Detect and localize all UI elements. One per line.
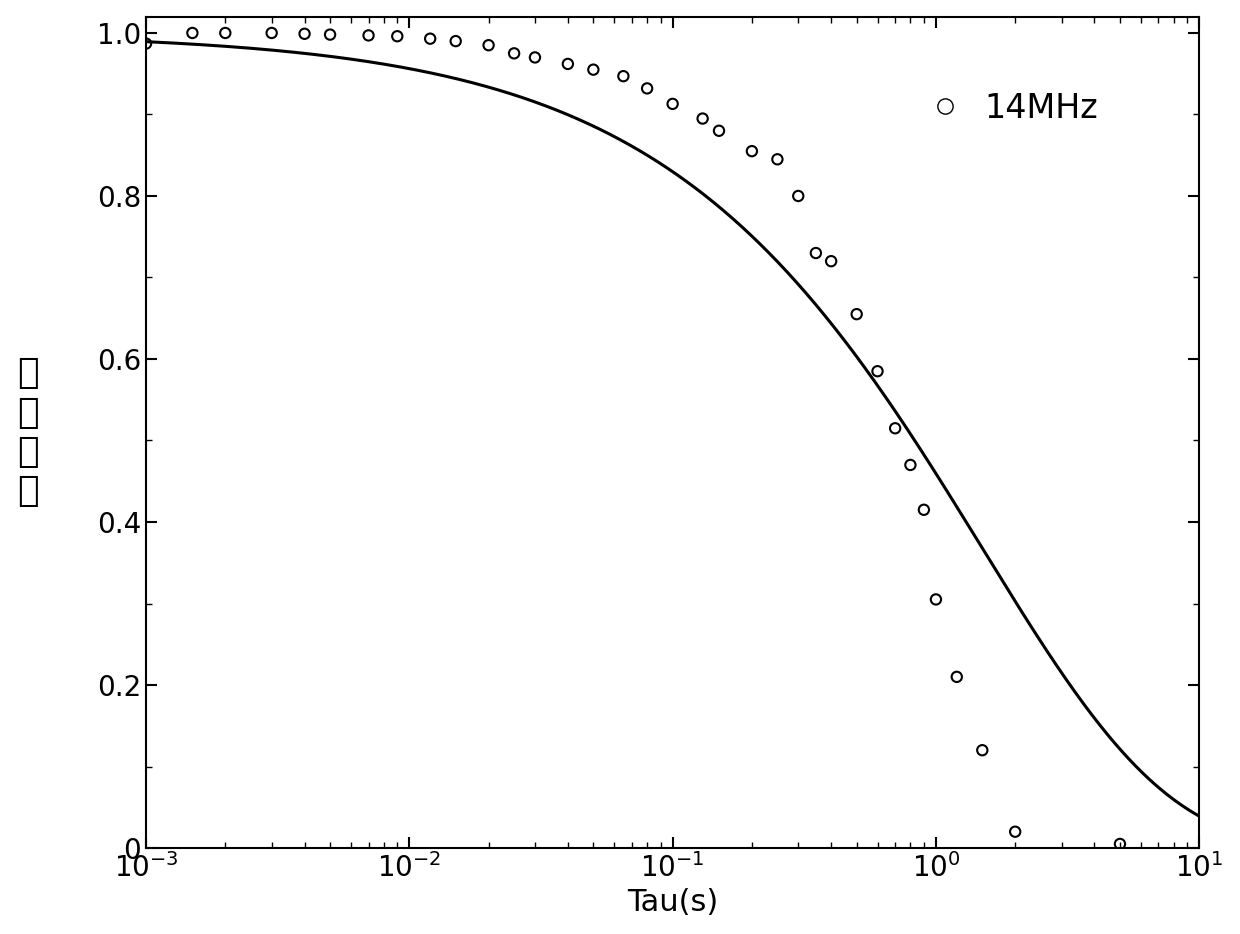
- Point: [789, 189, 808, 204]
- Point: [806, 246, 826, 261]
- Point: [1006, 824, 1025, 839]
- Point: [926, 592, 946, 607]
- Point: [868, 363, 888, 378]
- Point: [479, 37, 498, 52]
- Point: [525, 50, 544, 64]
- Point: [742, 144, 761, 159]
- Point: [885, 421, 905, 436]
- Point: [914, 502, 934, 517]
- Point: [182, 25, 202, 40]
- Point: [709, 123, 729, 138]
- Y-axis label: 磁
化
强
度: 磁 化 强 度: [16, 356, 38, 508]
- Point: [320, 27, 340, 42]
- Point: [662, 96, 682, 111]
- X-axis label: Tau(s): Tau(s): [627, 888, 718, 917]
- Point: [900, 458, 920, 473]
- Point: [972, 743, 992, 757]
- Point: [262, 25, 281, 40]
- Point: [1110, 837, 1130, 852]
- Point: [358, 28, 378, 43]
- Point: [947, 670, 967, 685]
- Legend: 14MHz: 14MHz: [911, 92, 1099, 124]
- Point: [768, 152, 787, 167]
- Point: [821, 254, 841, 269]
- Point: [445, 34, 465, 49]
- Point: [558, 56, 578, 71]
- Point: [420, 31, 440, 46]
- Point: [847, 306, 867, 321]
- Point: [295, 26, 315, 41]
- Point: [614, 69, 634, 84]
- Point: [693, 111, 713, 126]
- Point: [387, 29, 407, 44]
- Point: [637, 81, 657, 96]
- Point: [584, 63, 604, 78]
- Point: [216, 25, 236, 40]
- Point: [505, 46, 525, 61]
- Point: [136, 36, 156, 51]
